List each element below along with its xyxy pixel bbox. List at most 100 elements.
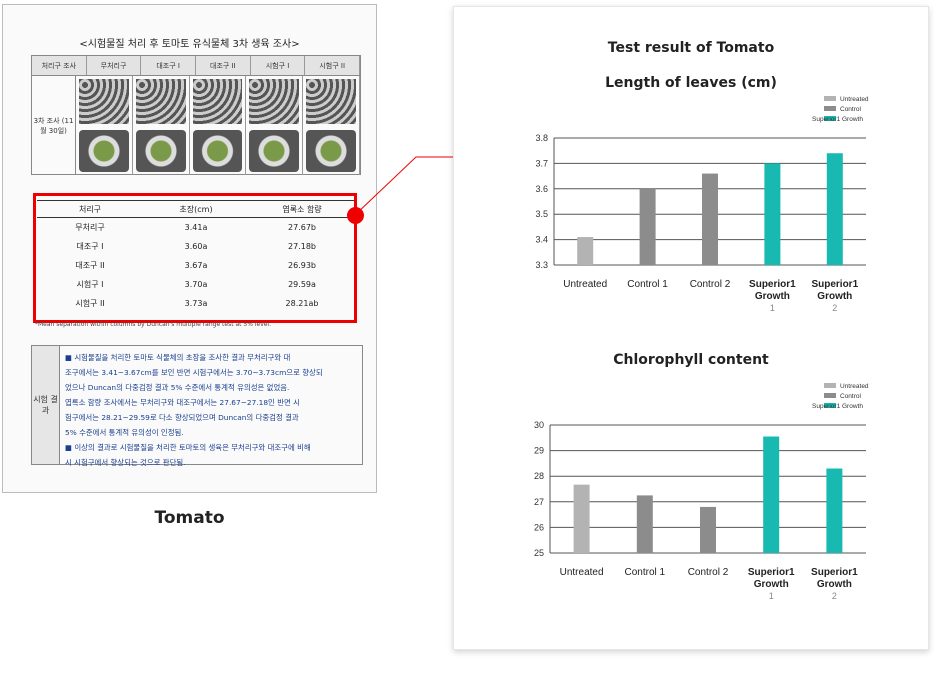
bar <box>577 237 594 265</box>
legend-swatch <box>824 383 836 388</box>
summary-text: ■ 시험물질을 처리한 토마토 식물체의 초장을 조사한 결과 무처리구와 대 … <box>60 346 362 467</box>
table-cell: 27.18b <box>288 242 316 251</box>
photo-header-cell: 시험구 II <box>305 56 361 75</box>
table-header-cell: 엽록소 함량 <box>282 204 322 214</box>
table-cell: 시험구 I <box>76 280 104 289</box>
table-row: 시험구 II 3.73a 28.21ab <box>37 294 355 313</box>
legend-label: Superior1 Growth <box>812 403 863 410</box>
plant-photo-cell <box>303 76 360 175</box>
photo-row: 3차 조사 (11월 30일) <box>32 76 360 175</box>
summary-line: ■ 시험물질을 처리한 토마토 식물체의 초장을 조사한 결과 무처리구와 대 <box>65 353 291 362</box>
table-row: 무처리구 3.41a 27.67b <box>37 218 355 237</box>
legend-label: Untreated <box>840 383 869 390</box>
legend-label: Untreated <box>840 96 869 103</box>
plant-photo-cell <box>246 76 304 175</box>
results-table: 처리구 초장(cm) 엽록소 함량 무처리구 3.41a 27.67b 대조구 … <box>37 200 355 313</box>
bar <box>826 153 843 265</box>
table-cell: 27.67b <box>288 223 316 232</box>
photo-row-label: 3차 조사 (11월 30일) <box>32 76 76 175</box>
bar <box>573 484 590 553</box>
summary-line: 험구에서는 28.21~29.59로 다소 향상되었으며 Duncan의 다중검… <box>65 413 299 422</box>
x-tick-label: 1 <box>769 591 774 601</box>
y-tick-label: 3.3 <box>535 260 548 270</box>
chlorophyll-chart: Untreated Control Superior1 Growth 25 26 27 28… <box>534 383 869 601</box>
x-tick-label: 1 <box>770 303 775 313</box>
chart-title-leaves: Length of leaves (cm) <box>605 75 777 91</box>
y-tick-label: 3.4 <box>535 235 548 245</box>
summary-line: 엽록소 함량 조사에서는 무처리구와 대조구에서는 27.67~27.18인 반… <box>65 398 300 407</box>
summary-box: 시험 결과 ■ 시험물질을 처리한 토마토 식물체의 초장을 조사한 결과 무처… <box>31 345 363 467</box>
summary-line: 었으나 Duncan의 다중검정 결과 5% 수준에서 통계적 유의성은 없었음… <box>65 383 290 392</box>
y-tick-label: 29 <box>534 446 544 456</box>
table-cell: 28.21ab <box>285 299 319 308</box>
results-panel: Test result of Tomato Length of leaves (… <box>453 6 929 650</box>
y-tick-label: 30 <box>534 420 544 430</box>
chart-title-chlorophyll: Chlorophyll content <box>613 352 769 368</box>
x-tick-label: Untreated <box>560 567 604 578</box>
legend-label: Superior1 Growth <box>812 116 863 123</box>
x-tick-label: Growth <box>755 291 790 302</box>
table-cell: 무처리구 <box>75 223 105 232</box>
bar <box>826 468 843 553</box>
table-cell: 3.67a <box>184 261 208 270</box>
x-tick-label: Superior1 <box>749 279 796 290</box>
x-tick-label: Growth <box>817 291 852 302</box>
legend-swatch <box>824 106 836 111</box>
seedling-tray-photo <box>249 79 300 124</box>
legend-swatch <box>824 96 836 101</box>
x-tick-label: Control 2 <box>688 567 729 578</box>
table-cell: 대조구 I <box>76 242 104 251</box>
y-tick-label: 3.7 <box>535 158 548 168</box>
x-tick-label: Superior1 <box>748 567 795 578</box>
seedling-tray-photo <box>135 79 186 124</box>
x-tick-label: Untreated <box>563 279 607 290</box>
summary-line: 5% 수준에서 통계적 유의성이 인정됨. <box>65 428 184 437</box>
legend-swatch <box>824 116 836 121</box>
legend-swatch <box>824 393 836 398</box>
plant-photo-cell <box>76 76 133 175</box>
x-tick-label: 2 <box>832 591 837 601</box>
leaves-chart: Untreated Control Superior1 Growth 3.3 3.4 3.… <box>535 96 869 313</box>
x-tick-label: Control 1 <box>627 279 668 290</box>
bar <box>700 506 716 553</box>
plant-photo-cell <box>133 76 190 175</box>
table-row: 대조구 II 3.67a 26.93b <box>37 256 355 275</box>
table-cell: 3.73a <box>184 299 208 308</box>
bar <box>639 188 656 265</box>
summary-label: 시험 결과 <box>32 346 60 464</box>
table-cell: 3.41a <box>184 223 208 232</box>
document-caption: Tomato <box>154 508 225 528</box>
table-row: 대조구 I 3.60a 27.18b <box>37 237 355 256</box>
photo-header-cell: 대조구 II <box>196 56 251 75</box>
summary-line: 조구에서는 3.41~3.67cm를 보인 반면 시험구에서는 3.70~3.7… <box>65 368 323 377</box>
photo-header-cell: 대조구 I <box>141 56 197 75</box>
bar <box>764 163 781 265</box>
scanned-document: <시험물질 처리 후 토마토 유식물체 3차 생육 조사> 처리구 조사 무처리… <box>2 4 377 493</box>
photo-table: 처리구 조사 무처리구 대조구 I 대조구 II 시험구 I 시험구 II 3차… <box>31 55 361 175</box>
seedling-tray-photo <box>79 79 129 124</box>
y-tick-label: 3.8 <box>535 133 548 143</box>
connector-dot <box>347 207 364 224</box>
table-cell: 3.70a <box>184 280 208 289</box>
table-header-cell: 처리구 <box>78 204 102 214</box>
legend-label: Control <box>840 106 862 113</box>
legend-swatch <box>824 403 836 408</box>
highlight-box <box>33 193 357 323</box>
y-tick-label: 3.5 <box>535 209 548 219</box>
x-tick-label: Superior1 <box>811 567 858 578</box>
photo-header-cell: 무처리구 <box>87 56 142 75</box>
bar <box>763 436 780 553</box>
seedling-tray-photo <box>306 79 356 124</box>
table-header-cell: 초장(cm) <box>179 204 213 214</box>
seedling-tray-photo <box>192 79 243 124</box>
summary-line: ■ 이상의 결과로 시험물질을 처리한 토마토의 생육은 무처리구와 대조구에 … <box>65 443 311 452</box>
panel-title: Test result of Tomato <box>607 40 775 56</box>
table-cell: 3.60a <box>184 242 208 251</box>
photo-header-row: 처리구 조사 무처리구 대조구 I 대조구 II 시험구 I 시험구 II <box>32 56 361 76</box>
y-tick-label: 26 <box>534 522 544 532</box>
plant-pot-photo <box>135 130 186 172</box>
summary-line: 시 시험구에서 향상되는 것으로 판단됨. <box>65 458 186 467</box>
plant-pot-photo <box>192 130 243 172</box>
bar <box>702 173 718 265</box>
bar <box>636 495 653 553</box>
